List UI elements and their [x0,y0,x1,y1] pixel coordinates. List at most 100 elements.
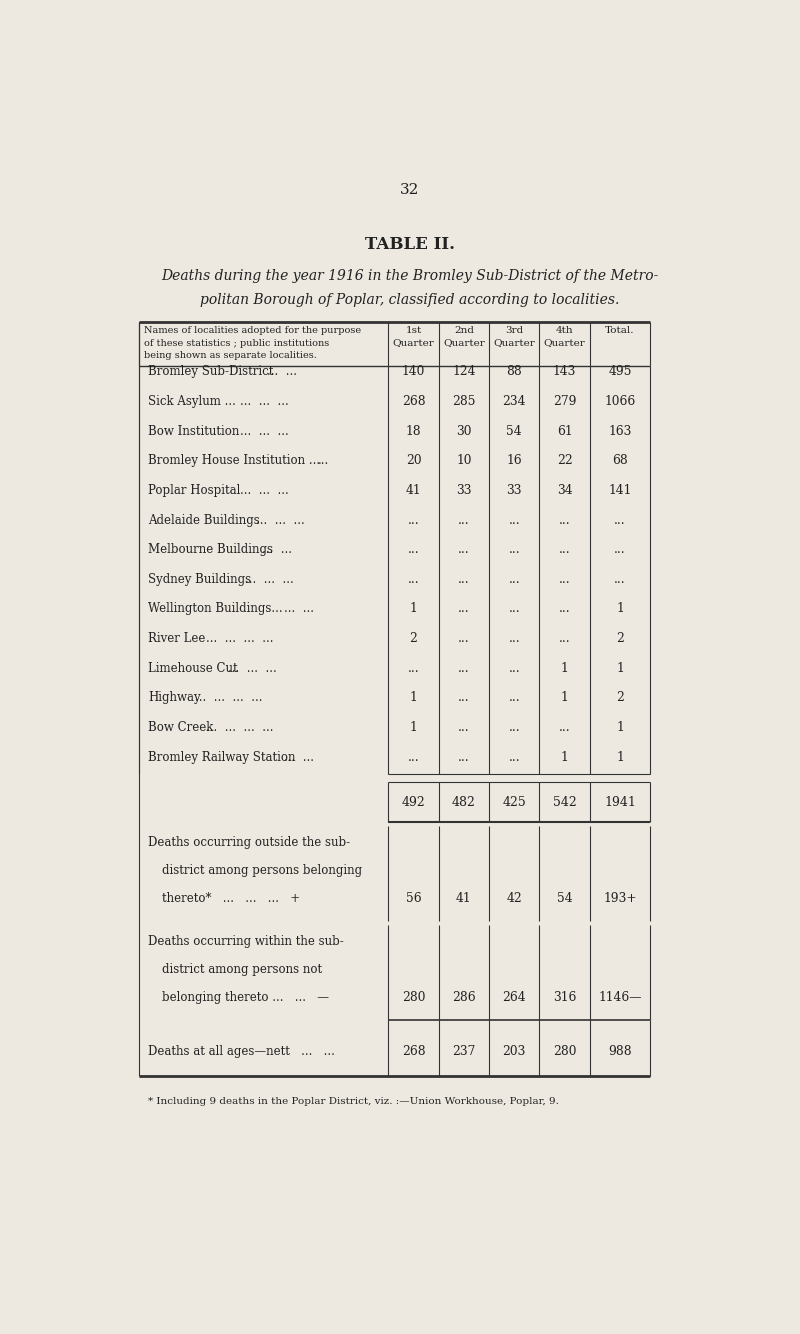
Text: Bromley Railway Station: Bromley Railway Station [148,751,295,763]
Text: 10: 10 [456,455,472,467]
Text: ...: ... [458,514,470,527]
Text: 42: 42 [506,891,522,904]
Text: ...: ... [559,632,570,646]
Text: ...: ... [509,722,520,734]
Text: ...: ... [614,543,626,556]
Text: 1: 1 [561,662,569,675]
Text: ...: ... [509,603,520,615]
Text: 1: 1 [410,691,418,704]
Text: ...  ...  ...  ...: ... ... ... ... [206,722,274,734]
Text: ...: ... [509,751,520,763]
Text: ...: ... [509,691,520,704]
Text: 1st
Quarter: 1st Quarter [393,327,434,347]
Text: Wellington Buildings...: Wellington Buildings... [148,603,282,615]
Text: ...: ... [458,662,470,675]
Text: 495: 495 [608,366,632,379]
Text: Bow Institution: Bow Institution [148,424,239,438]
Text: Bromley Sub-District: Bromley Sub-District [148,366,274,379]
Text: Bromley House Institution ...: Bromley House Institution ... [148,455,320,467]
Text: district among persons not: district among persons not [162,963,322,976]
Text: 88: 88 [506,366,522,379]
Text: Bow Creek: Bow Creek [148,722,214,734]
Text: ...: ... [559,722,570,734]
Text: Adelaide Buildings: Adelaide Buildings [148,514,260,527]
Text: 193+: 193+ [603,891,637,904]
Text: ...  ...  ...: ... ... ... [239,424,288,438]
Text: 280: 280 [553,1045,576,1058]
Text: Poplar Hospital: Poplar Hospital [148,484,241,496]
Text: ...  ...  ...: ... ... ... [239,484,288,496]
Text: ...: ... [559,514,570,527]
Text: 1: 1 [410,603,418,615]
Text: ...: ... [318,455,329,467]
Text: 237: 237 [452,1045,475,1058]
Text: 1: 1 [561,751,569,763]
Text: 3rd
Quarter: 3rd Quarter [494,327,535,347]
Text: TABLE II.: TABLE II. [365,236,455,252]
Text: 988: 988 [608,1045,632,1058]
Text: ...: ... [509,662,520,675]
Text: ...: ... [509,543,520,556]
Text: 56: 56 [406,891,422,904]
Text: 54: 54 [506,424,522,438]
Text: 1: 1 [616,722,624,734]
Text: ...: ... [614,572,626,586]
Text: 54: 54 [557,891,573,904]
Text: ...: ... [509,514,520,527]
Text: Deaths occurring outside the sub-: Deaths occurring outside the sub- [148,836,350,848]
Text: ...  ...  ...: ... ... ... [239,395,288,408]
Text: 279: 279 [553,395,576,408]
Text: 140: 140 [402,366,425,379]
Text: Melbourne Buildings: Melbourne Buildings [148,543,273,556]
Text: Deaths at all ages—nett   ...   ...: Deaths at all ages—nett ... ... [148,1045,335,1058]
Text: 2: 2 [616,691,624,704]
Text: ...  ...: ... ... [284,603,314,615]
Text: 492: 492 [402,796,426,810]
Text: 20: 20 [406,455,422,467]
Text: 33: 33 [506,484,522,496]
Text: 425: 425 [502,796,526,810]
Text: ...: ... [614,514,626,527]
Text: 33: 33 [456,484,472,496]
Text: Names of localities adopted for the purpose
of these statistics ; public institu: Names of localities adopted for the purp… [144,327,362,360]
Text: ...: ... [458,722,470,734]
Text: ...: ... [458,603,470,615]
Text: politan Borough of Poplar, classified according to localities.: politan Borough of Poplar, classified ac… [200,292,620,307]
Text: 68: 68 [612,455,628,467]
Text: 482: 482 [452,796,476,810]
Text: 1: 1 [561,691,569,704]
Text: 34: 34 [557,484,573,496]
Text: ...  ...  ...: ... ... ... [228,662,277,675]
Text: ...  ...  ...  ...: ... ... ... ... [206,632,274,646]
Text: belonging thereto ...   ...   —: belonging thereto ... ... — [162,991,329,1005]
Text: ...  ...: ... ... [262,543,292,556]
Text: 4th
Quarter: 4th Quarter [544,327,586,347]
Text: 1: 1 [410,722,418,734]
Text: 41: 41 [456,891,472,904]
Text: ...: ... [458,751,470,763]
Text: ...: ... [559,543,570,556]
Text: ...: ... [408,751,419,763]
Text: Sick Asylum ...: Sick Asylum ... [148,395,236,408]
Text: 30: 30 [456,424,472,438]
Text: ...: ... [458,691,470,704]
Text: 203: 203 [502,1045,526,1058]
Text: 16: 16 [506,455,522,467]
Text: ...: ... [559,572,570,586]
Text: 286: 286 [452,991,476,1005]
Text: 1: 1 [616,662,624,675]
Text: 542: 542 [553,796,577,810]
Text: ...: ... [408,514,419,527]
Text: ...  ...  ...  ...: ... ... ... ... [195,691,262,704]
Text: ...: ... [559,603,570,615]
Text: district among persons belonging: district among persons belonging [162,864,362,876]
Text: ...  ...  ...: ... ... ... [245,572,294,586]
Text: * Including 9 deaths in the Poplar District, viz. :—Union Workhouse, Poplar, 9.: * Including 9 deaths in the Poplar Distr… [148,1098,559,1106]
Text: River Lee: River Lee [148,632,206,646]
Text: 268: 268 [402,1045,426,1058]
Text: Sydney Buildings: Sydney Buildings [148,572,251,586]
Text: 1146—: 1146— [598,991,642,1005]
Text: Limehouse Cut: Limehouse Cut [148,662,238,675]
Text: thereto*   ...   ...   ...   +: thereto* ... ... ... + [162,891,300,904]
Text: 2: 2 [410,632,418,646]
